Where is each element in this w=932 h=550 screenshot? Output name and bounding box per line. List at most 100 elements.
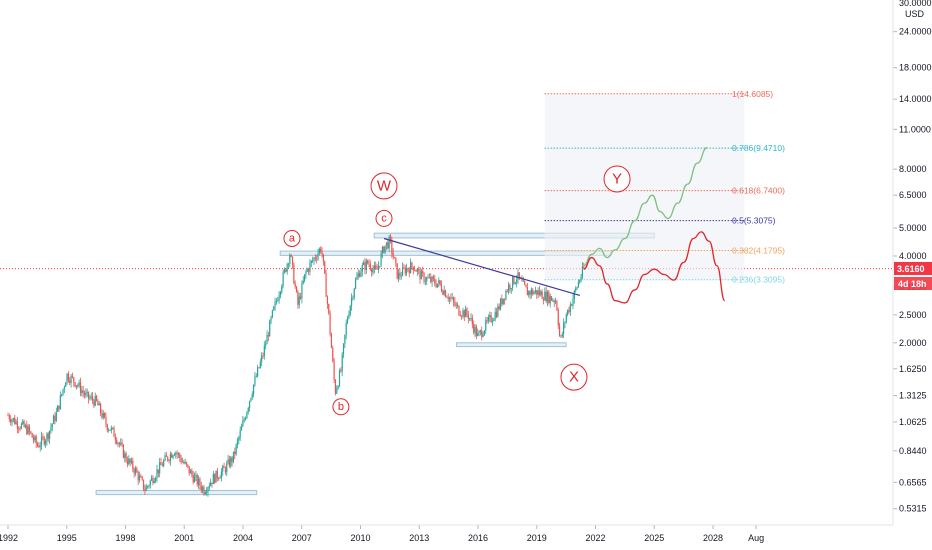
candle-body: [27, 426, 29, 434]
candle-body: [309, 262, 311, 272]
candle-body: [364, 262, 366, 270]
candle-body: [271, 310, 273, 318]
candle-body: [275, 300, 278, 302]
candle-body: [199, 478, 201, 486]
candle-body: [510, 288, 512, 290]
candle-body: [180, 457, 182, 463]
fib-level-label: 0.382(4.1795): [732, 246, 785, 256]
candle-body: [495, 311, 498, 317]
candle-body: [242, 420, 244, 427]
y-tick-label: 0.6565: [899, 477, 927, 487]
candle-body: [70, 375, 72, 383]
candle-body: [163, 460, 165, 467]
candle-body: [485, 320, 487, 331]
candle-body: [244, 418, 247, 420]
candle-body: [469, 318, 471, 320]
candle-body: [274, 301, 276, 307]
candle-body: [159, 462, 161, 474]
candle-body: [466, 308, 468, 315]
candle-body: [517, 272, 519, 280]
candle-body: [206, 491, 208, 493]
candle-body: [371, 269, 373, 273]
candle-body: [108, 429, 110, 431]
candle-body: [171, 454, 173, 458]
candle-body: [266, 335, 268, 345]
candle-body: [354, 279, 357, 289]
candle-body: [44, 440, 47, 445]
candle-body: [375, 265, 377, 269]
candle-body: [137, 472, 139, 481]
currency-label: USD: [905, 9, 925, 19]
candle-body: [499, 298, 502, 310]
y-tick-label: 5.0000: [899, 223, 927, 233]
candle-body: [187, 464, 189, 467]
candle-body: [129, 458, 131, 463]
trendline: [383, 237, 581, 296]
x-tick-label: 2007: [292, 533, 312, 543]
candle-body: [101, 412, 103, 418]
x-tick-label: 1995: [57, 533, 77, 543]
candle-body: [31, 433, 33, 438]
candle-body: [203, 486, 205, 495]
candle-body: [62, 389, 64, 395]
candle-body: [59, 395, 61, 410]
wave-label-a: a: [289, 232, 296, 244]
candle-body: [97, 400, 99, 406]
candle-body: [553, 300, 555, 303]
candle-body: [560, 335, 562, 337]
candle-body: [443, 290, 445, 295]
candle-body: [528, 291, 530, 296]
fib-level-label: 1(14.6085): [732, 89, 773, 99]
candle-body: [28, 426, 31, 432]
wave-label-c: c: [381, 212, 387, 224]
candle-body: [173, 454, 176, 456]
candle-body: [232, 451, 235, 462]
candle-body: [122, 445, 125, 458]
candle-body: [518, 272, 520, 278]
candle-body: [385, 242, 388, 246]
candle-body: [407, 268, 409, 270]
candle-body: [113, 427, 115, 438]
candle-body: [350, 297, 353, 306]
candle-body: [316, 258, 318, 260]
fib-level-label: 0.618(6.7400): [732, 186, 785, 196]
candle-body: [470, 318, 472, 319]
top-price-label: 30.0000: [899, 0, 932, 8]
candle-body: [305, 271, 307, 275]
candle-body: [493, 319, 495, 322]
candle-body: [383, 246, 385, 253]
candle-body: [77, 385, 79, 387]
candle-body: [564, 321, 566, 324]
candle-body: [301, 283, 303, 299]
candle-body: [277, 300, 279, 302]
candle-body: [183, 461, 185, 464]
candle-body: [165, 455, 167, 457]
candle-body: [207, 487, 209, 492]
candle-body: [346, 318, 349, 324]
candle-body: [456, 304, 459, 306]
candle-body: [105, 416, 107, 425]
x-tick-label: 2016: [468, 533, 488, 543]
candle-body: [317, 253, 319, 259]
candle-body: [124, 453, 126, 458]
candle-body: [322, 253, 324, 262]
candle-body: [286, 263, 288, 272]
fib-level-label: 0.786(9.4710): [732, 143, 785, 153]
candle-body: [556, 301, 558, 310]
candle-body: [235, 444, 237, 455]
candle-body: [140, 475, 142, 478]
candle-body: [40, 436, 43, 446]
candle-body: [8, 415, 10, 420]
candle-body: [501, 298, 503, 305]
candle-body: [525, 284, 527, 288]
candle-body: [219, 477, 221, 479]
candle-body: [359, 273, 361, 277]
candle-body: [569, 304, 571, 312]
candle-body: [414, 270, 416, 272]
candle-body: [583, 266, 585, 268]
candle-body: [405, 268, 408, 274]
candle-body: [211, 482, 213, 485]
candle-body: [430, 277, 432, 283]
candle-body: [336, 388, 338, 394]
